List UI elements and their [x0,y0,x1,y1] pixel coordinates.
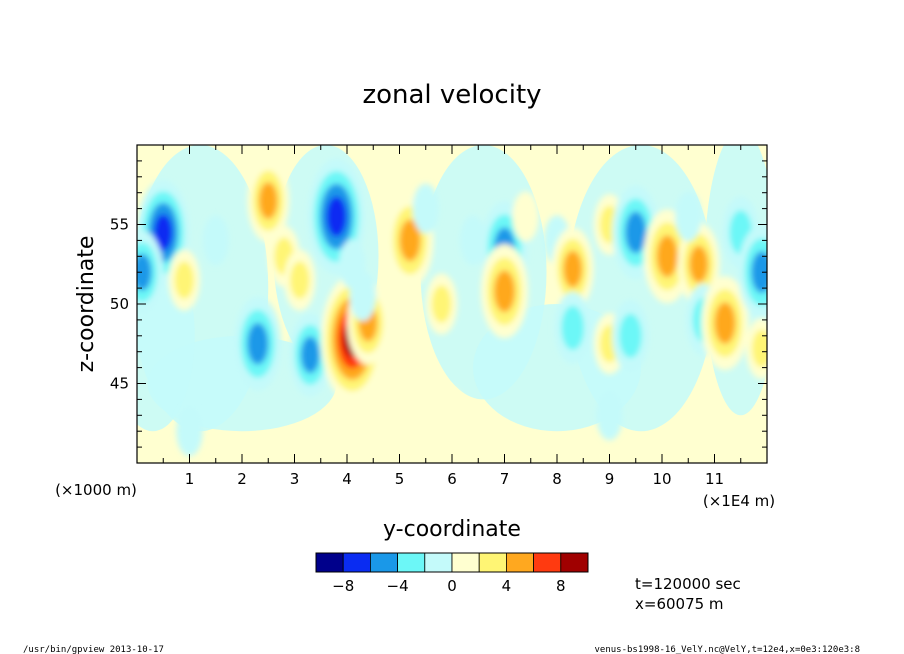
colorbar-tick-label: −8 [332,577,354,595]
contour-blob [459,215,487,266]
x-tick-label: 3 [290,470,300,488]
contour-blob [512,191,539,242]
y-tick-label: 45 [110,375,129,393]
contour-blob [174,261,194,299]
position-annotation: x=60075 m [635,595,724,613]
x-axis: 1 2 3 4 5 6 7 8 9 10 11 [136,145,768,488]
contour-blob [326,196,347,237]
x-multiplier-label: (×1E4 m) [703,492,775,510]
contour-blob [563,250,583,288]
colorbar-tick-label: 8 [556,577,566,595]
y-multiplier-label: (×1000 m) [55,481,137,499]
colorbar-swatch [397,552,426,573]
y-tick-label: 50 [110,295,129,313]
contour-blob [494,270,515,313]
x-axis-label: y-coordinate [383,517,521,542]
contour-blob [714,302,736,344]
contour-blob [689,245,709,283]
contour-blob [300,336,320,374]
colorbar-swatch [478,552,507,573]
contour-blob [675,191,702,242]
colorbar-frame [315,552,589,573]
x-tick-label: 9 [605,470,615,488]
colorbar-swatch [533,552,562,573]
colorbar-tick-label: −4 [387,577,409,595]
contour-blob [751,251,767,294]
contour-blob [137,253,152,291]
background-band [147,335,337,432]
x-tick-label: 11 [705,470,724,488]
time-annotation: t=120000 sec [635,575,741,593]
plot-area [137,145,767,463]
contour-blob [431,285,452,323]
contour-blob [619,313,642,358]
contour-blob [290,261,310,299]
x-tick-label: 4 [342,470,352,488]
contour-blob [247,322,269,365]
x-tick-label: 5 [395,470,405,488]
contour-blob [752,329,767,368]
contour-blob [154,214,173,251]
y-axis: 45 50 55 [110,144,767,464]
colorbar-swatch [315,552,344,573]
colorbar-tick-label: 4 [502,577,512,595]
contour-blob [399,219,421,262]
colorbar-swatch [451,552,480,573]
colorbar-tick-label: 0 [447,577,457,595]
chart-title: zonal velocity [362,80,541,110]
contour-blob [412,183,439,234]
contour-blob [349,271,376,322]
x-tick-label: 6 [447,470,457,488]
footer-right: venus-bs1998-16_VelY.nc@VelY,t=12e4,x=0e… [594,645,860,654]
y-axis-label: z-coordinate [74,236,99,373]
x-tick-label: 7 [500,470,510,488]
contour-blob [258,182,278,220]
footer-left: /usr/bin/gpview 2013-10-17 [23,645,164,654]
y-tick-label: 55 [110,216,129,234]
contour-blob [625,211,647,254]
colorbar-swatch [369,552,398,573]
colorbar: −8 −4 0 4 8 [315,552,589,595]
x-tick-label: 2 [237,470,247,488]
colorbar-swatch [505,552,534,573]
contour-blob [561,305,585,351]
colorbar-swatch [560,552,589,573]
colorbar-swatch [342,552,371,573]
contour-blob [596,390,623,441]
contour-blob [176,406,203,457]
colorbar-swatch [424,552,453,573]
contour-blob [202,215,229,266]
contour-blob [656,235,678,278]
x-tick-label: 10 [652,470,671,488]
contour-features [137,158,767,457]
x-tick-label: 1 [185,470,195,488]
contour-blob [441,387,463,427]
x-tick-label: 8 [552,470,562,488]
